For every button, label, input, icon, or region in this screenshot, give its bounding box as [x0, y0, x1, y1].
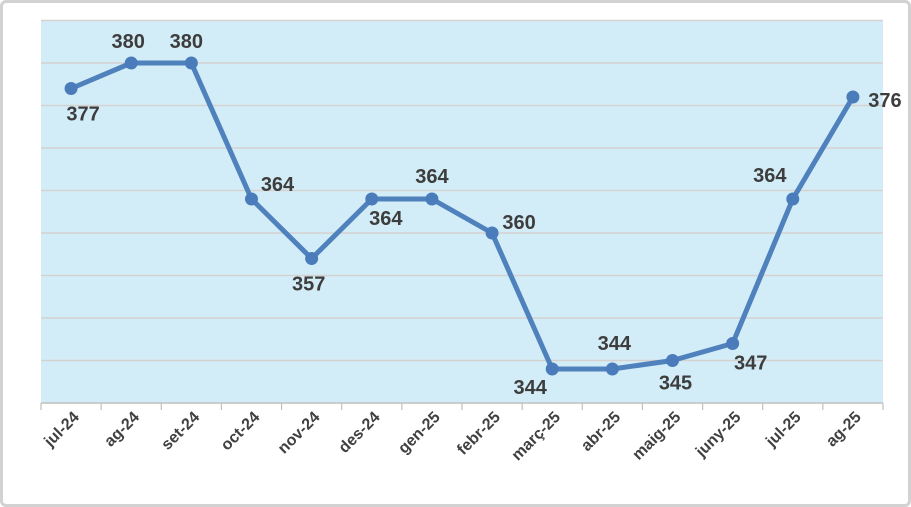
x-axis-label: jul-25: [762, 409, 804, 451]
data-label: 376: [868, 90, 901, 112]
data-point-marker: [245, 192, 258, 206]
x-axis-label: set-24: [158, 409, 203, 454]
data-point-marker: [545, 362, 559, 376]
data-point-marker: [786, 192, 800, 206]
data-label: 357: [292, 274, 325, 296]
x-axis-label: des-24: [336, 409, 384, 457]
x-axis-label: abr-25: [578, 409, 624, 455]
data-point-marker: [425, 192, 439, 206]
data-label: 347: [734, 353, 767, 375]
x-axis-label: ag-24: [101, 409, 143, 451]
x-axis-label: gen-25: [395, 409, 444, 458]
data-point-marker: [726, 337, 740, 350]
data-point-marker: [305, 252, 319, 265]
data-label: 364: [369, 208, 403, 230]
x-axis-label: maig-25: [630, 409, 685, 464]
data-label: 364: [261, 174, 295, 196]
data-point-marker: [485, 226, 499, 240]
data-label: 380: [112, 31, 145, 53]
data-point-marker: [365, 192, 379, 206]
plot-area: [41, 20, 883, 403]
data-label: 380: [170, 31, 203, 53]
x-axis-label: juny-25: [692, 409, 744, 461]
data-point-marker: [64, 82, 78, 95]
data-point-marker: [666, 354, 679, 367]
x-axis-label: febr-25: [454, 409, 504, 459]
data-label: 344: [598, 333, 632, 355]
x-axis-label: nov-24: [275, 409, 324, 458]
data-point-marker: [124, 56, 138, 70]
line-chart: 377 380 380 364 357 364 364 360 344 344 345 347 364 3…: [40, 19, 902, 464]
data-label: 364: [753, 165, 787, 187]
series-line: [68, 60, 856, 372]
data-point-marker: [605, 362, 619, 376]
x-axis-label: març-25: [509, 409, 564, 464]
data-label: 345: [659, 373, 692, 395]
x-axis-label: jul-24: [41, 409, 83, 451]
data-label: 344: [514, 377, 548, 399]
x-axis-label: oct-24: [218, 409, 263, 454]
data-label: 364: [415, 166, 449, 188]
data-point-marker: [184, 56, 198, 70]
x-axis-label: ag-25: [823, 409, 865, 451]
data-label: 360: [502, 212, 535, 234]
data-point-marker: [846, 90, 860, 104]
data-label: 377: [66, 104, 99, 126]
